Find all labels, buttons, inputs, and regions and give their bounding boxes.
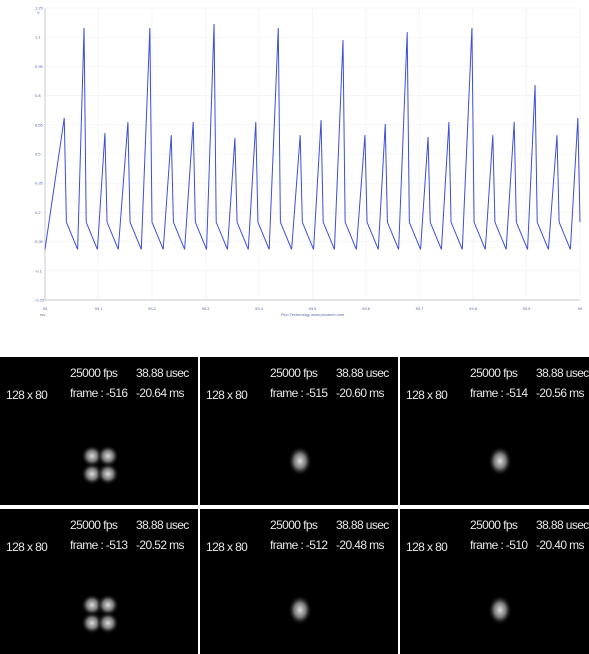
camera-frame: 128 x 80 25000 fps frame : -516 38.88 usec -… (0, 357, 198, 505)
timestamp: -20.64 ms (136, 386, 185, 400)
y-tick-label: 0.95 (35, 64, 44, 69)
x-tick-label: 93.5 (309, 306, 318, 311)
spot (488, 446, 512, 476)
resolution: 128 x 80 (406, 540, 448, 554)
fps: 25000 fps (270, 366, 318, 380)
page: -0.25-0.10.050.20.350.50.650.80.951.11.2… (0, 0, 589, 654)
spot (488, 595, 512, 625)
resolution: 128 x 80 (206, 540, 248, 554)
x-tick-label: 93 (43, 306, 48, 311)
y-unit: V (37, 10, 40, 15)
camera-frame: 128 x 80 25000 fps frame : -510 38.88 usec -… (400, 509, 589, 654)
x-unit: ms (40, 312, 45, 317)
camera-frame: 128 x 80 25000 fps frame : -512 38.88 usec -… (200, 509, 398, 654)
timestamp: -20.48 ms (336, 538, 385, 552)
frame-number: frame : -512 (270, 538, 328, 552)
fps: 25000 fps (470, 366, 518, 380)
x-tick-label: 93.7 (416, 306, 425, 311)
x-tick-label: 93.2 (148, 306, 157, 311)
y-tick-label: -0.1 (35, 268, 43, 273)
y-tick-label: 0.05 (35, 239, 44, 244)
y-tick-label: 0.65 (35, 122, 44, 127)
exposure: 38.88 usec (136, 366, 189, 380)
fps: 25000 fps (270, 518, 318, 532)
exposure: 38.88 usec (336, 518, 389, 532)
x-tick-label: 94 (578, 306, 583, 311)
x-tick-label: 93.3 (202, 306, 211, 311)
fps: 25000 fps (470, 518, 518, 532)
resolution: 128 x 80 (6, 388, 48, 402)
x-tick-label: 93.4 (255, 306, 264, 311)
x-tick-label: 93.6 (362, 306, 371, 311)
frame-number: frame : -514 (470, 386, 528, 400)
y-tick-label: -0.25 (35, 298, 45, 303)
resolution: 128 x 80 (6, 540, 48, 554)
fps: 25000 fps (70, 366, 118, 380)
x-tick-label: 93.1 (95, 306, 104, 311)
frame-number: frame : -513 (70, 538, 128, 552)
timestamp: -20.60 ms (336, 386, 385, 400)
timestamp: -20.40 ms (536, 538, 585, 552)
frame-number: frame : -516 (70, 386, 128, 400)
y-tick-label: 0.8 (35, 93, 41, 98)
resolution: 128 x 80 (206, 388, 248, 402)
resolution: 128 x 80 (406, 388, 448, 402)
spot (97, 463, 119, 485)
x-tick-label: 93.8 (469, 306, 478, 311)
figure: -0.25-0.10.050.20.350.50.650.80.951.11.2… (0, 0, 589, 654)
timestamp: -20.52 ms (136, 538, 185, 552)
exposure: 38.88 usec (336, 366, 389, 380)
y-tick-label: 1.1 (35, 35, 41, 40)
camera-frame: 128 x 80 25000 fps frame : -515 38.88 usec -… (200, 357, 398, 505)
spot (288, 595, 312, 625)
spot (97, 612, 119, 634)
camera-frame: 128 x 80 25000 fps frame : -513 38.88 usec -… (0, 509, 198, 654)
exposure: 38.88 usec (536, 518, 589, 532)
frame-number: frame : -510 (470, 538, 528, 552)
fps: 25000 fps (70, 518, 118, 532)
footer: Pico Technology www.picotech.com (281, 312, 345, 317)
frame-number: frame : -515 (270, 386, 328, 400)
spot (288, 446, 312, 476)
exposure: 38.88 usec (136, 518, 189, 532)
camera-frame: 128 x 80 25000 fps frame : -514 38.88 usec -… (400, 357, 589, 505)
timestamp: -20.56 ms (536, 386, 585, 400)
x-tick-label: 93.9 (523, 306, 532, 311)
y-tick-label: 0.2 (35, 210, 41, 215)
exposure: 38.88 usec (536, 366, 589, 380)
y-tick-label: 0.35 (35, 181, 44, 186)
y-tick-label: 0.5 (35, 152, 41, 157)
